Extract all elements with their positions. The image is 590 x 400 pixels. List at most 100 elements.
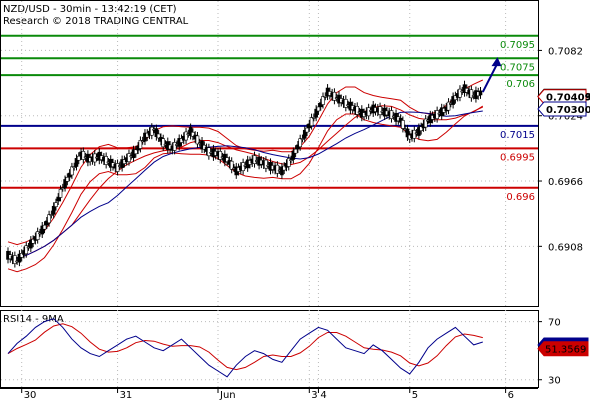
candle-body [229,160,234,170]
level-label: 0.696 [506,192,535,203]
candle-body [309,117,314,126]
candle-body [47,214,51,224]
candle-body [302,129,307,139]
x-tick-label: 30 [24,390,37,400]
rsi-title: RSI14 - 9MA [3,314,64,325]
candle-body [191,131,195,137]
candle-body [104,156,108,165]
x-tick-label: Jun [219,390,236,400]
rsi-line [7,318,483,378]
candle-body [35,231,40,240]
price-tag: 0.70300 [537,101,590,117]
candle-body [138,140,143,149]
candle-body [54,202,58,207]
candle-body [417,127,421,136]
x-tick-label: 6 [508,390,514,400]
candle-body [451,96,455,105]
candle-body [172,142,177,151]
rsi-price-tag: 51.3569 [537,341,589,357]
rsi-y-tick-label: 70 [548,318,561,329]
candle-body [405,128,410,138]
y-tick-label: 0.7082 [548,46,583,57]
candle-body [469,89,474,99]
price-tag-box [537,101,587,117]
x-tick-label: 5 [412,390,418,400]
candle-body [184,131,188,141]
candle-body [70,166,74,176]
candle-body [195,135,200,145]
candle-body [218,151,223,160]
candle-body [24,245,29,255]
candle-body [58,189,63,198]
candle-body [282,165,286,171]
candle-body [293,148,298,154]
y-tick-label: 0.6966 [548,177,583,188]
candle-body [316,106,321,112]
candle-body [478,90,483,96]
y-tick-label: 0.7024 [548,112,583,123]
candle-body [161,138,166,148]
candle-body [60,187,65,190]
candle-body [275,164,280,174]
rsi-ma-line [7,323,483,371]
price-tag-label: 0.70409 [546,93,590,104]
candle-body [312,117,316,119]
candle-body [225,157,229,162]
candle-body [51,205,56,215]
moving-average-blue [7,110,483,259]
candle-body [298,138,302,148]
level-label: 0.706 [506,79,535,90]
x-tick-label: 3 [311,390,317,400]
chart-title: NZD/USD - 30min - 13:42:19 (CET) [3,4,177,15]
rsi-price-tag-box [537,341,589,357]
candle-body [13,255,17,264]
candle-body [19,253,24,258]
candle-body [280,166,284,176]
y-tick-label: 0.6908 [548,242,583,253]
candle-body [366,107,371,117]
candle-body [300,138,305,140]
candle-body [115,163,120,172]
candle-body [314,108,318,118]
x-tick-label: 4 [320,390,326,400]
candle-body [252,155,257,164]
forecast-arrowhead [491,57,502,67]
chart-copyright: Research © 2018 TRADING CENTRAL [3,16,189,27]
candle-body [435,110,439,119]
candle-body [332,91,337,101]
candle-body [154,128,159,137]
candle-body [355,106,360,115]
candle-body [458,88,462,98]
rsi-price-tag-label: 51.3569 [545,345,586,356]
moving-average-red [7,105,484,259]
candle-body [188,127,193,136]
level-label: 0.7095 [500,40,535,51]
candle-body [81,151,86,160]
candle-body [76,155,81,161]
candle-body [134,149,138,155]
candle-body [63,179,67,188]
candle-body [127,153,131,163]
x-tick-label: 31 [120,390,133,400]
candle-body [150,126,154,136]
candle-body [305,127,309,133]
candle-body [49,214,54,216]
candle-body [419,126,423,131]
candle-body [389,110,394,119]
candle-body [378,106,382,116]
candle-body [264,159,268,169]
level-label: 0.6995 [500,152,535,163]
candle-body [412,129,417,139]
main-panel-frame [0,0,539,307]
candle-body [321,96,325,105]
candle-body [29,239,33,249]
candle-body [446,101,451,111]
candle-body [72,166,76,168]
candle-body [42,224,47,230]
candle-body [286,158,291,167]
candle-body [40,225,45,235]
candle-body [207,147,211,157]
candle-body [31,238,35,244]
price-tag-label: 0.70300 [546,105,590,116]
candle-body [241,162,245,172]
